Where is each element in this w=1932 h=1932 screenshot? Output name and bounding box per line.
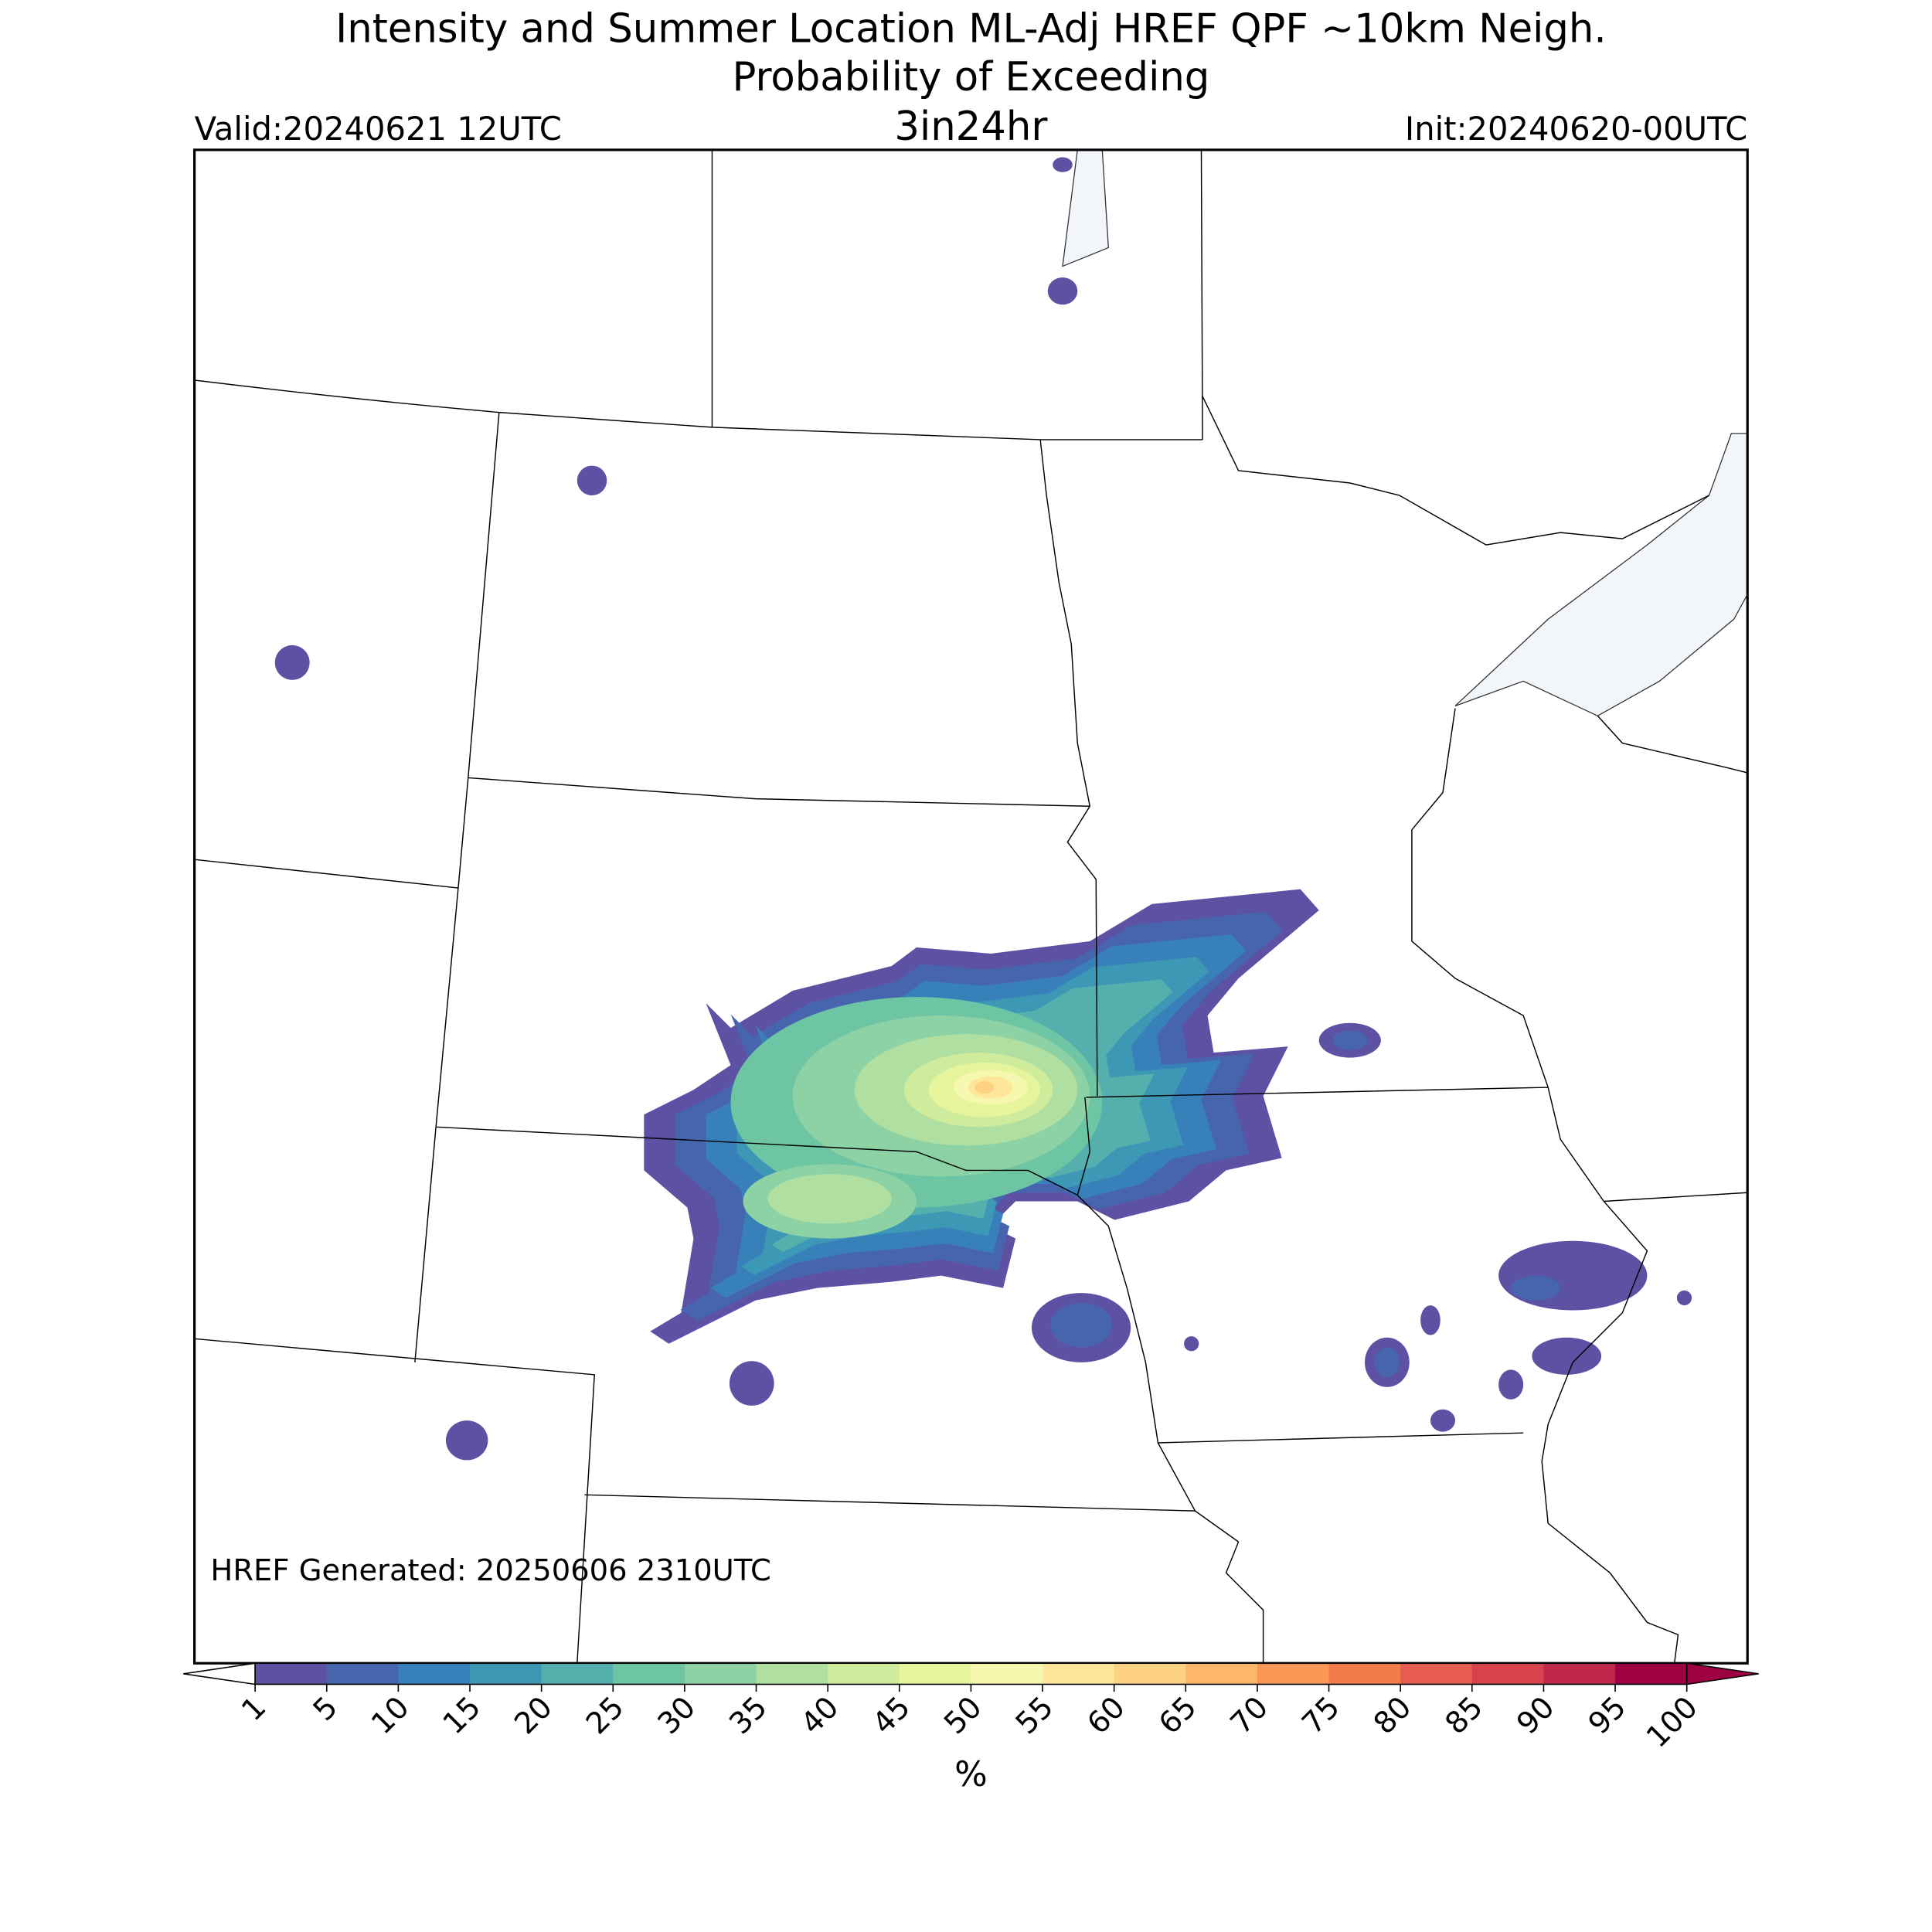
- map: HREF Generated: 20250606 2310UTC: [194, 149, 1748, 1664]
- probability-area: [577, 465, 607, 496]
- probability-area: [1049, 1302, 1113, 1348]
- colorbar-tick-label: 5: [307, 1690, 345, 1728]
- probability-area: [274, 645, 310, 680]
- colorbar-box: [326, 1663, 400, 1685]
- footnote: HREF Generated: 20250606 2310UTC: [210, 1553, 770, 1588]
- colorbar-tick-label: 75: [1295, 1690, 1346, 1741]
- colorbar-tick-label: 70: [1224, 1690, 1275, 1741]
- colorbar-box: [1257, 1663, 1330, 1685]
- probability-area: [767, 1174, 892, 1224]
- probability-area: [1053, 157, 1073, 172]
- probability-area: [729, 1361, 774, 1406]
- colorbar-tick-label: 50: [937, 1690, 988, 1741]
- colorbar-box: [613, 1663, 685, 1685]
- colorbar-tick-label: 85: [1438, 1690, 1489, 1741]
- colorbar-tick-label: 30: [651, 1690, 702, 1741]
- threshold: 3in24hr: [894, 104, 1048, 150]
- probability-area: [445, 1420, 488, 1461]
- colorbar-box: [1114, 1663, 1187, 1685]
- init-time: Init:20240620-00UTC: [1405, 110, 1747, 148]
- colorbar-box: [1043, 1663, 1115, 1685]
- colorbar-tick-label: 65: [1152, 1690, 1203, 1741]
- colorbar-box: [828, 1663, 900, 1685]
- title: Intensity and Summer Location ML-Adj HRE…: [335, 5, 1607, 52]
- colorbar-box: [1185, 1663, 1258, 1685]
- colorbar-label: %: [954, 1753, 988, 1794]
- probability-area: [1047, 277, 1078, 305]
- probability-area: [1184, 1336, 1199, 1352]
- probability-area: [1511, 1275, 1561, 1301]
- colorbar-box: [684, 1663, 757, 1685]
- probability-area: [975, 1081, 995, 1094]
- lake: [1062, 149, 1109, 267]
- colorbar-box: [1471, 1663, 1545, 1685]
- colorbar-tick-label: 40: [794, 1690, 845, 1741]
- colorbar-box: [971, 1663, 1043, 1685]
- colorbar-box: [1400, 1663, 1473, 1685]
- probability-area: [1676, 1290, 1692, 1306]
- probability-field: [274, 157, 1692, 1461]
- colorbar-box: [255, 1663, 328, 1685]
- colorbar-tick-label: 95: [1582, 1690, 1633, 1741]
- colorbar-over: [1685, 1662, 1759, 1685]
- colorbar-frame: [254, 1662, 1688, 1685]
- lake-superior: [1454, 433, 1748, 717]
- subtitle: Probability of Exceeding: [732, 54, 1209, 100]
- colorbar-box: [899, 1663, 972, 1685]
- probability-area: [1532, 1337, 1602, 1375]
- colorbar-tick-label: 1: [235, 1690, 273, 1728]
- colorbar-tick-label: 100: [1640, 1690, 1705, 1755]
- colorbar-box: [470, 1663, 543, 1685]
- colorbar-under: [183, 1662, 256, 1685]
- colorbar-tick-label: 10: [365, 1690, 416, 1741]
- probability-area: [1498, 1369, 1524, 1400]
- valid-time: Valid:20240621 12UTC: [195, 110, 562, 148]
- colorbar-tick-label: 80: [1367, 1690, 1418, 1741]
- colorbar-tick-label: 15: [437, 1690, 488, 1741]
- colorbar-tick-label: 45: [866, 1690, 917, 1741]
- colorbar-box: [1543, 1663, 1616, 1685]
- colorbar-tick-label: 25: [580, 1690, 631, 1741]
- colorbar-box: [1328, 1663, 1401, 1685]
- probability-area: [1498, 1240, 1648, 1311]
- probability-area: [1374, 1347, 1400, 1378]
- colorbar-tick-label: 20: [508, 1690, 559, 1741]
- probability-area: [1332, 1030, 1368, 1050]
- colorbar-tick-label: 60: [1080, 1690, 1131, 1741]
- state-borders: [194, 149, 1748, 1664]
- colorbar-box: [541, 1663, 614, 1685]
- colorbar-tick-label: 90: [1510, 1690, 1561, 1741]
- colorbar-box: [1615, 1663, 1688, 1685]
- map-frame: [193, 148, 1749, 1665]
- colorbar-box: [398, 1663, 471, 1685]
- colorbar-tick-label: 55: [1009, 1690, 1060, 1741]
- colorbar-tick-label: 35: [723, 1690, 774, 1741]
- colorbar-box: [756, 1663, 828, 1685]
- colorbar: 1 5 10 15 20 25 30 35 40 45 50 55 60 65 70 75 80 85 90 95 10…: [183, 1662, 1759, 1755]
- probability-area: [1420, 1305, 1440, 1335]
- probability-area: [1430, 1409, 1456, 1432]
